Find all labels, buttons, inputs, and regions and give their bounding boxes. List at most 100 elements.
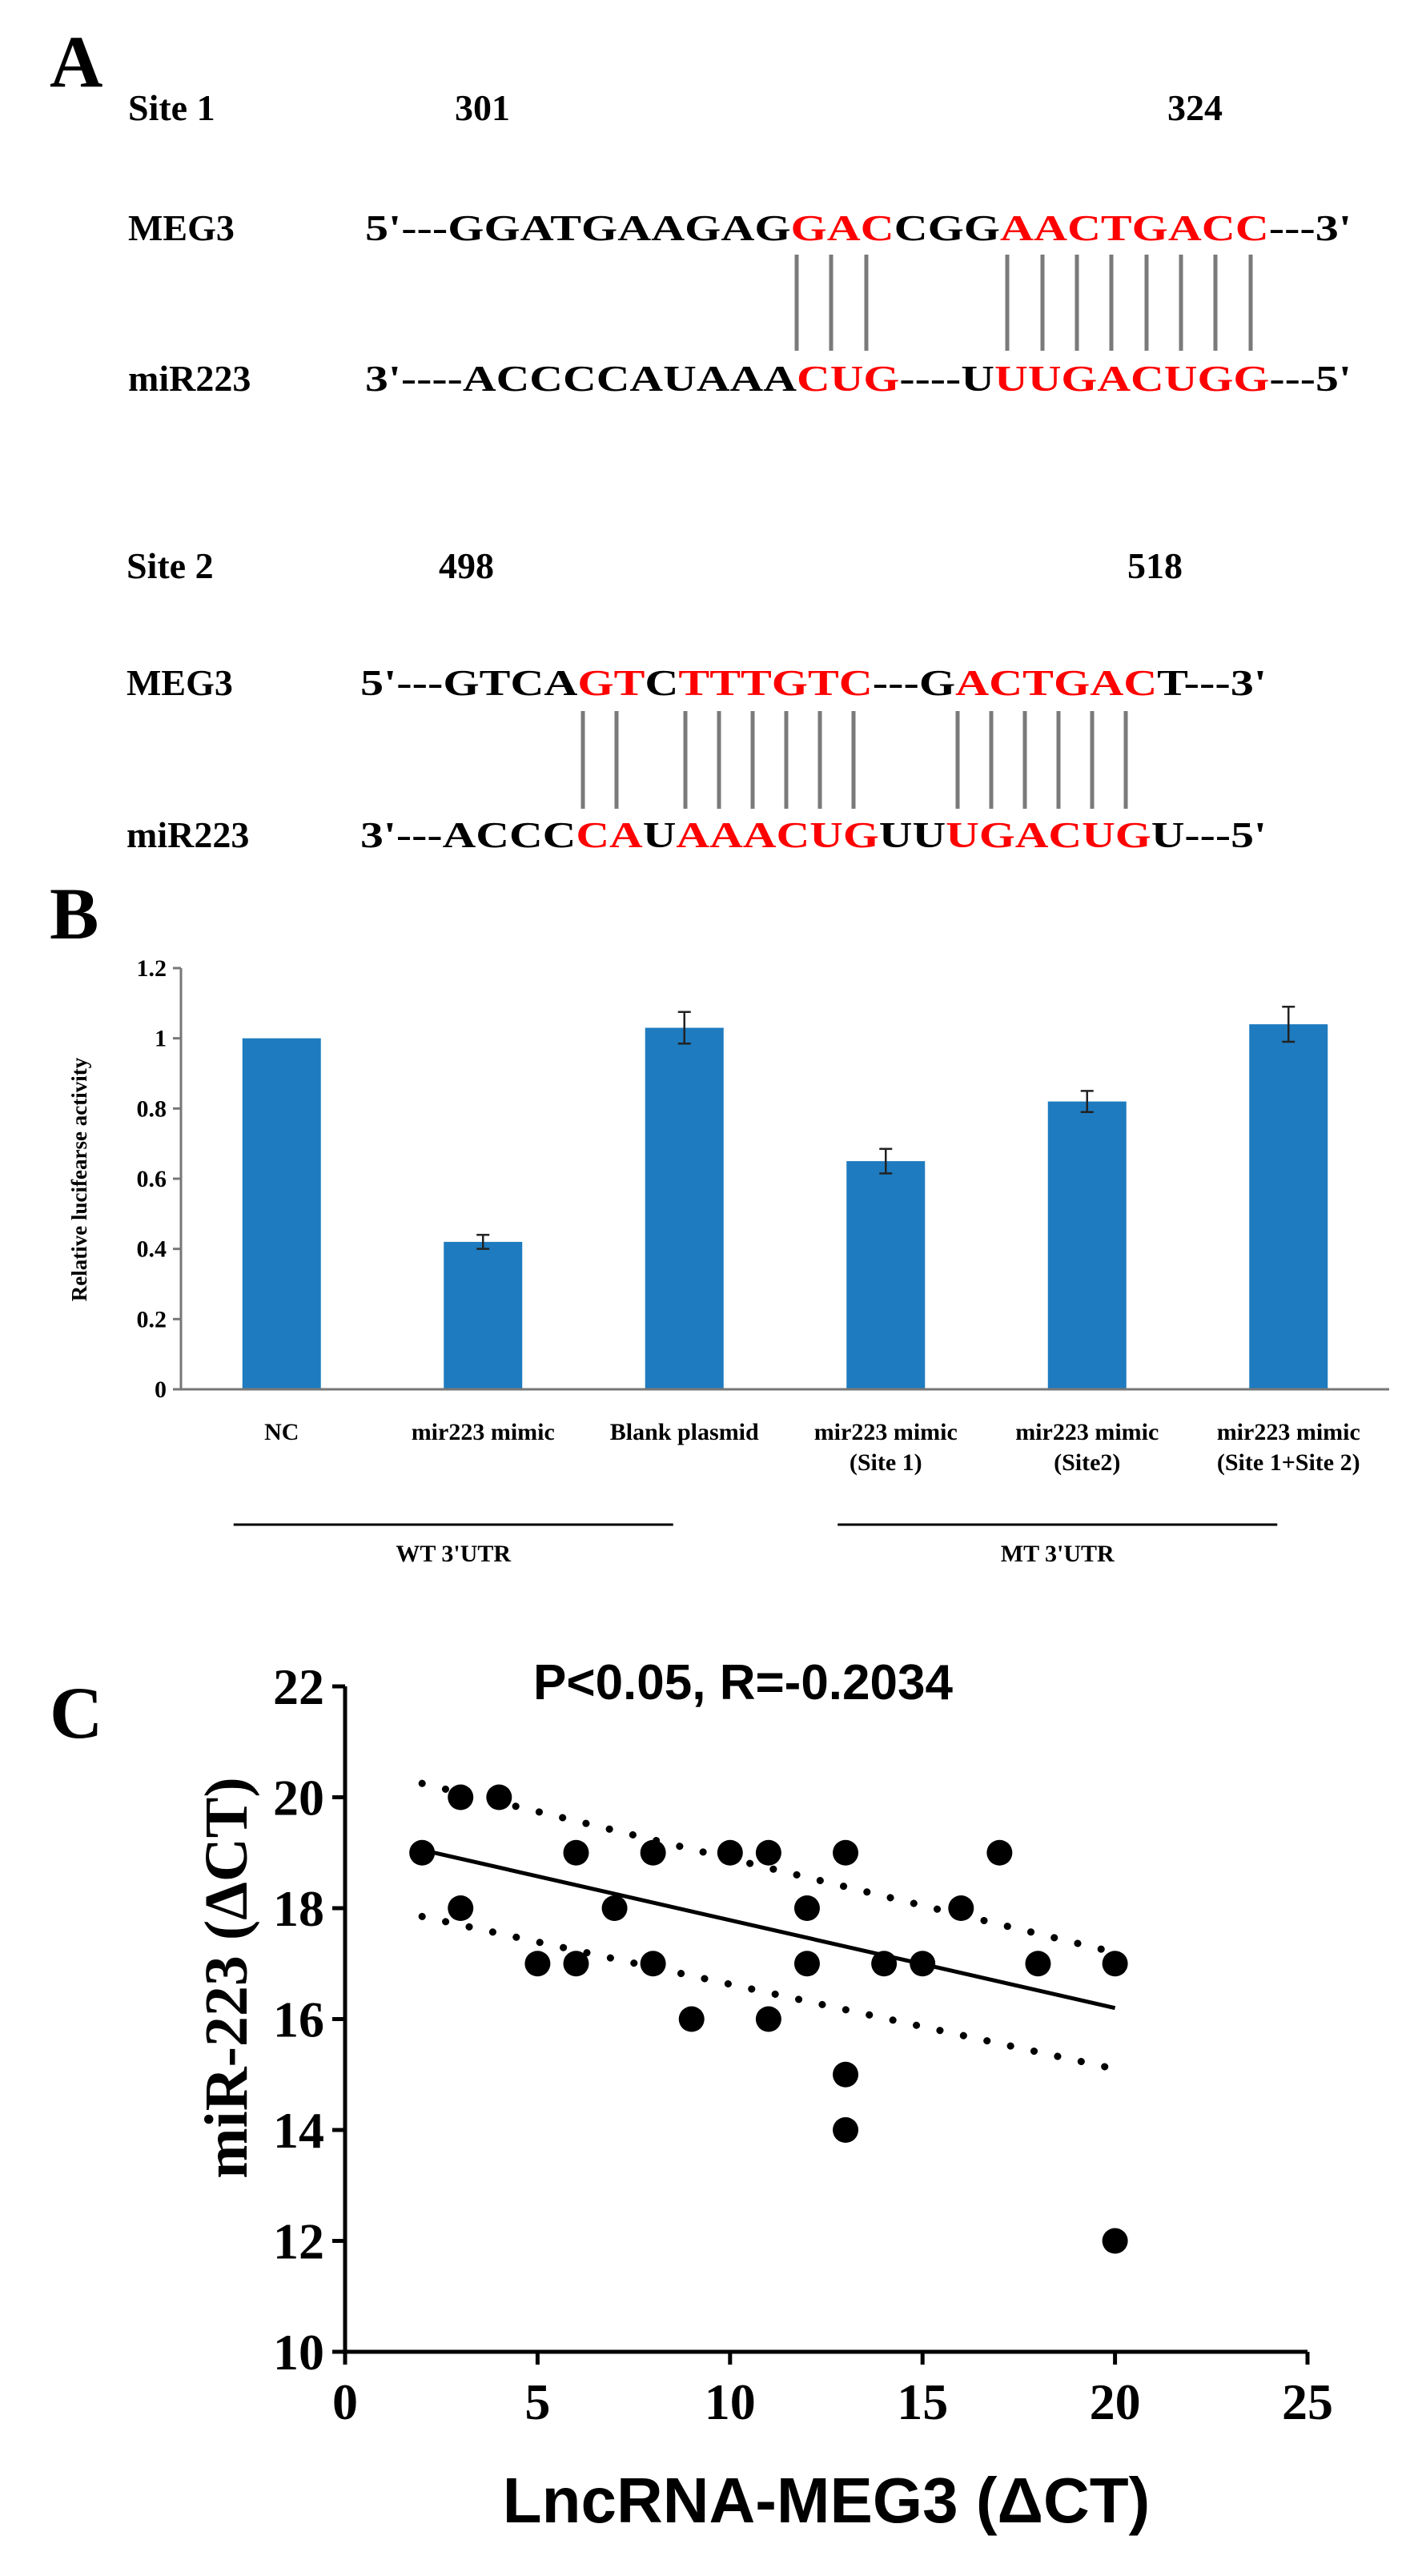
seq-segment: 3'----ACCCCAUAAA <box>365 358 797 399</box>
scatter-point <box>1102 1951 1128 1977</box>
scatter-point <box>833 1839 859 1866</box>
y-tick-label: 10 <box>273 2324 324 2381</box>
site-2-meg3-sequence: 5'---GTCA GT C TTTGTC ---G ACTGAC T---3' <box>360 662 1267 703</box>
scatter-point <box>833 2061 859 2088</box>
scatter-point <box>678 2006 705 2032</box>
confidence-band <box>418 1779 1119 1956</box>
scatter-point <box>755 1839 781 1866</box>
seq-segment: TTTGTC <box>678 662 872 703</box>
y-tick-label: 1 <box>155 1026 167 1052</box>
y-tick-label: 18 <box>273 1880 324 1937</box>
site-2-mir223-sequence: 3'---ACCC CA U AAACUG UU UGACUG U---5' <box>360 814 1267 855</box>
scatter-point <box>409 1839 436 1866</box>
scatter-points <box>409 1784 1128 2254</box>
site-1-start: 301 <box>455 87 510 128</box>
site-2-end: 518 <box>1127 545 1183 586</box>
scatter-point <box>563 1839 589 1866</box>
bar-chart-errorbars <box>476 1005 1295 1250</box>
bar <box>444 1241 523 1389</box>
y-tick-label: 20 <box>273 1770 324 1827</box>
scatter-point <box>486 1784 512 1810</box>
y-tick-label: 14 <box>273 2102 324 2159</box>
scatter-point <box>640 1951 666 1977</box>
x-tick-label: 0 <box>332 2373 358 2430</box>
regression-line <box>421 1847 1116 2011</box>
group-label: MT 3'UTR <box>1001 1541 1115 1567</box>
bar-chart-bars <box>242 1024 1328 1389</box>
scatter-point <box>1102 2228 1128 2254</box>
seq-segment: T---3' <box>1157 662 1267 703</box>
site-1-meg3-sequence: 5'---GGATGAAGAG GAC CGG AACTGACC ---3' <box>365 207 1352 248</box>
seq-segment: GAC <box>791 207 894 248</box>
scatter-point <box>448 1784 474 1810</box>
y-tick-label: 1.2 <box>137 955 167 982</box>
y-tick-label: 0.6 <box>137 1166 167 1192</box>
site-2-name: Site 2 <box>127 545 214 586</box>
y-tick-label: 0.2 <box>137 1306 167 1332</box>
x-tick-label: mir223 mimic (Site 1+Site 2) <box>1217 1419 1360 1476</box>
group-label: WT 3'UTR <box>396 1541 511 1567</box>
scatter-point <box>910 1951 936 1977</box>
site-1-mir223-label: miR223 <box>128 358 251 399</box>
panel-b: B Relative lucifearse activity 0 0.2 0.4 0.… <box>50 873 1389 1567</box>
scatter-fit <box>421 1847 1116 2011</box>
x-tick-label-line: (Site2) <box>1054 1449 1120 1476</box>
x-tick-label-line: mir223 mimic <box>1015 1419 1159 1445</box>
scatter-xticks: 0 5 10 15 20 25 <box>332 2352 1333 2430</box>
bar-chart-xticklabels: NC mir223 mimic Blank plasmid mir223 mimic (… <box>264 1419 1360 1476</box>
scatter-point <box>601 1895 628 1921</box>
x-tick-label-line: mir223 mimic <box>1217 1419 1360 1445</box>
site-2-mir223-label: miR223 <box>127 814 249 855</box>
bar <box>645 1027 724 1389</box>
site-1-name: Site 1 <box>128 87 215 128</box>
scatter-ci-bands <box>418 1779 1119 2073</box>
scatter-title: P<0.05, R=-0.2034 <box>533 1655 953 1710</box>
x-tick-label: mir223 mimic (Site2) <box>1015 1419 1159 1476</box>
x-tick-label: 20 <box>1090 2373 1141 2430</box>
panel-c-label: C <box>50 1672 102 1754</box>
site-2-meg3-label: MEG3 <box>127 662 233 703</box>
bar <box>242 1038 321 1389</box>
x-tick-label-line: (Site 1) <box>850 1449 922 1476</box>
y-tick-label: 16 <box>273 1991 324 2048</box>
scatter-point <box>755 2006 781 2032</box>
x-tick-label-line: (Site 1+Site 2) <box>1217 1449 1360 1476</box>
seq-segment: CA <box>576 814 642 855</box>
bar-chart-ylabel: Relative lucifearse activity <box>67 1057 91 1301</box>
site-1-end: 324 <box>1167 87 1223 128</box>
scatter-point <box>563 1951 589 1977</box>
scatter-point <box>1025 1951 1051 1977</box>
scatter-yticks: 10 12 14 16 18 20 22 <box>273 1658 345 2381</box>
scatter-point <box>524 1951 551 1977</box>
x-tick-label: 10 <box>705 2373 756 2430</box>
scatter-point <box>793 1951 820 1977</box>
panel-a-label: A <box>50 21 102 102</box>
bar <box>1249 1024 1328 1389</box>
x-tick-label-line: NC <box>264 1419 299 1445</box>
seq-segment: ---3' <box>1269 207 1352 248</box>
seq-segment: UGACUG <box>946 814 1151 855</box>
seq-segment: ACTGAC <box>955 662 1157 703</box>
site-1-block: Site 1 301 324 MEG3 5'---GGATGAAGAG GAC CG… <box>128 87 1352 399</box>
y-tick-label: 22 <box>273 1658 324 1715</box>
x-tick-label: mir223 mimic (Site 1) <box>814 1419 958 1476</box>
seq-segment: ----U <box>899 358 994 399</box>
scatter-xlabel: LncRNA-MEG3 (ΔCT) <box>503 2465 1151 2536</box>
scatter-point <box>871 1951 898 1977</box>
x-tick-label-line: mir223 mimic <box>412 1419 555 1445</box>
scatter-point <box>793 1895 820 1921</box>
seq-segment: AACTGACC <box>1000 207 1269 248</box>
seq-segment: UU <box>879 814 946 855</box>
seq-segment: U <box>643 814 677 855</box>
x-tick-label: 15 <box>897 2373 948 2430</box>
seq-segment: 5'---GTCA <box>360 662 577 703</box>
seq-segment: ---G <box>873 662 955 703</box>
seq-segment: CUG <box>797 358 899 399</box>
seq-segment: 5'---GGATGAAGAG <box>365 207 791 248</box>
x-tick-label: mir223 mimic <box>412 1419 555 1445</box>
scatter-ylabel: miR-223 (ΔCT) <box>193 1777 260 2178</box>
scatter-point <box>948 1895 974 1921</box>
y-tick-label: 12 <box>273 2213 324 2270</box>
seq-segment: AAACUG <box>676 814 878 855</box>
bar-chart-groups: WT 3'UTR MT 3'UTR <box>233 1523 1278 1567</box>
